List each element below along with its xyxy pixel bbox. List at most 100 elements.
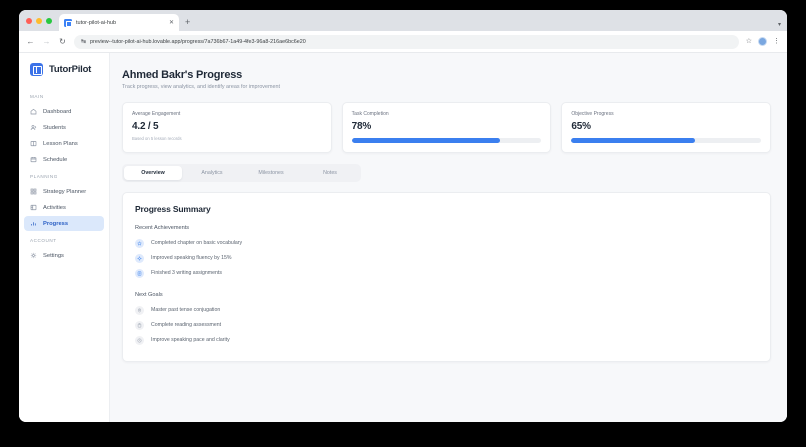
list-item: Completed chapter on basic vocabulary [135,236,758,251]
sidebar-section-planning-label: PLANNING [30,174,58,179]
book-icon [30,140,37,147]
stat-label: Task Completion [351,111,389,117]
stat-label: Average Engagement [132,111,181,117]
sidebar-item-label: Progress [43,220,69,227]
close-icon[interactable]: ✕ [168,19,174,26]
arrow-left-icon[interactable]: ← [26,36,35,46]
sidebar-item-label: Schedule [43,156,68,163]
target-pin-icon [135,305,144,315]
stat-label: Objective Progress [571,111,614,117]
sidebar-item-students[interactable]: Students [24,120,104,135]
sidebar: TutorPilot MAIN Dashboard Students [19,53,110,422]
sidebar-item-label: Lesson Plans [43,140,78,147]
progress-bar-fill [351,138,500,143]
sidebar-item-activities[interactable]: Activities [24,200,104,215]
sidebar-item-label: Settings [43,252,64,259]
list-item-text: Master past tense conjugation [151,307,221,313]
sidebar-item-schedule[interactable]: Schedule [24,152,104,167]
plus-icon[interactable]: + [185,17,191,27]
list-item-text: Complete reading assessment [151,322,222,328]
address-bar[interactable]: ↹ preview--tutor-pilot-ai-hub.lovable.ap… [74,34,739,49]
users-icon [30,124,37,131]
list-item: Improve speaking pace and clarity [135,333,758,348]
browser-tab-title: tutor-pilot-ai-hub [76,19,117,26]
clipboard-icon [135,320,144,330]
stat-note: Based on 5 lesson records [132,136,182,141]
tab-notes[interactable]: Notes [323,169,337,176]
browser-toolbar: ← → ↻ ↹ preview--tutor-pilot-ai-hub.lova… [19,31,787,53]
stat-cards: Average Engagement 4.2 / 5 Based on 5 le… [122,102,772,153]
browser-tab-strip: tutor-pilot-ai-hub ✕ + ▾ [19,10,787,31]
sidebar-item-dashboard[interactable]: Dashboard [24,104,104,119]
main-content: Ahmed Bakr's Progress Track progress, vi… [110,53,787,422]
sidebar-item-label: Strategy Planner [43,188,87,195]
star-badge-icon [135,238,144,248]
stat-card-average-engagement: Average Engagement 4.2 / 5 Based on 5 le… [122,102,332,153]
tab-analytics[interactable]: Analytics [201,169,223,176]
progress-summary-card: Progress Summary Recent Achievements Com… [122,191,771,362]
bar-chart-icon [30,220,37,227]
sidebar-item-lesson-plans[interactable]: Lesson Plans [24,136,104,151]
sidebar-item-label: Activities [43,204,66,211]
clock-icon [135,335,144,345]
kebab-menu-icon[interactable]: ⋮ [773,38,780,45]
gear-icon [30,252,37,259]
progress-bar-objective-progress [571,138,762,143]
avatar-icon[interactable] [758,37,767,46]
brand-name: TutorPilot [49,64,92,75]
page-title: Ahmed Bakr's Progress [122,69,243,81]
sidebar-item-strategy-planner[interactable]: Strategy Planner [24,184,104,199]
maximize-window-button[interactable] [46,17,52,24]
list-item: Master past tense conjugation [135,303,758,318]
recent-achievements-list: Completed chapter on basic vocabulary Im… [135,236,758,281]
sidebar-item-label: Dashboard [43,108,72,115]
reload-icon[interactable]: ↻ [59,36,66,46]
browser-window: tutor-pilot-ai-hub ✕ + ▾ ← → ↻ ↹ preview… [19,10,787,422]
sidebar-item-label: Students [43,124,66,131]
sidebar-item-progress[interactable]: Progress [24,216,104,231]
star-icon[interactable]: ☆ [745,38,752,45]
calendar-icon [30,156,37,163]
book-logo-icon [30,63,43,76]
toolbar-actions: ☆ ⋮ [746,37,780,46]
list-item-text: Improved speaking fluency by 15% [151,255,232,261]
tune-icon[interactable]: ↹ [81,38,87,45]
stat-value: 65% [571,121,591,132]
brand[interactable]: TutorPilot [19,53,109,88]
browser-tab[interactable]: tutor-pilot-ai-hub ✕ [59,14,179,31]
stat-value: 78% [351,121,372,132]
tab-milestones[interactable]: Milestones [258,169,284,176]
sidebar-item-settings[interactable]: Settings [24,248,104,263]
list-item-text: Finished 3 writing assignments [151,270,222,276]
list-item-text: Improve speaking pace and clarity [151,337,230,343]
file-text-icon [135,268,144,278]
recent-achievements-title: Recent Achievements [135,224,190,231]
stat-card-objective-progress: Objective Progress 65% [561,102,772,153]
arrow-right-icon[interactable]: → [42,36,51,46]
sidebar-section-account-label: ACCOUNT [30,238,57,243]
list-item: Finished 3 writing assignments [135,266,758,281]
layout-icon [30,204,37,211]
list-item-text: Completed chapter on basic vocabulary [151,240,243,246]
progress-summary-title: Progress Summary [135,203,211,214]
content-tab-bar: Overview Analytics Milestones Notes [122,163,361,182]
address-bar-url: preview--tutor-pilot-ai-hub.lovable.app/… [90,38,306,45]
list-item: Improved speaking fluency by 15% [135,251,758,266]
next-goals-list: Master past tense conjugation Complete r… [135,303,758,348]
grid-icon [30,188,37,195]
sidebar-section-main-label: MAIN [30,94,44,99]
progress-bar-task-completion [351,138,542,143]
close-window-button[interactable] [26,17,32,24]
page-subtitle: Track progress, view analytics, and iden… [122,84,280,90]
stat-card-task-completion: Task Completion 78% [341,102,552,153]
stat-value: 4.2 / 5 [132,121,159,132]
page-content: TutorPilot MAIN Dashboard Students [19,53,787,422]
tab-overview[interactable]: Overview [124,165,182,180]
next-goals-title: Next Goals [135,291,163,298]
progress-bar-fill [571,138,695,143]
chevron-down-icon[interactable]: ▾ [777,22,781,28]
tab-favicon-icon [64,18,73,27]
sparkle-icon [135,253,144,263]
list-item: Complete reading assessment [135,318,758,333]
minimize-window-button[interactable] [36,17,42,24]
